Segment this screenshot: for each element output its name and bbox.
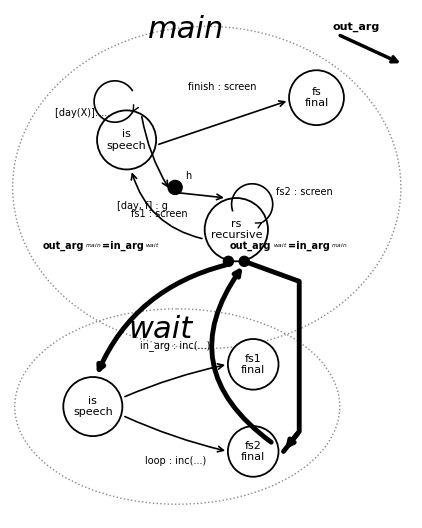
- Circle shape: [205, 198, 268, 261]
- Text: fs2
final: fs2 final: [241, 441, 265, 462]
- Text: rs
recursive: rs recursive: [211, 219, 262, 240]
- Text: out_arg: out_arg: [42, 241, 84, 250]
- Text: is
speech: is speech: [73, 396, 113, 417]
- Text: h: h: [185, 172, 192, 182]
- Text: finish : screen: finish : screen: [188, 82, 257, 92]
- Text: =in_arg: =in_arg: [288, 240, 330, 251]
- Text: $_{wait}$: $_{wait}$: [273, 241, 287, 250]
- Text: main: main: [148, 15, 224, 43]
- Text: $_{wait}$: $_{wait}$: [145, 241, 160, 250]
- Text: =in_arg: =in_arg: [102, 240, 144, 251]
- Text: out_arg: out_arg: [230, 241, 271, 250]
- Text: is
speech: is speech: [107, 129, 146, 150]
- Text: [day(X)]: ...: [day(X)]: ...: [55, 108, 110, 118]
- Circle shape: [168, 181, 182, 194]
- Text: in_arg : inc(...): in_arg : inc(...): [140, 341, 210, 351]
- Text: $_{main}$: $_{main}$: [331, 241, 347, 250]
- Circle shape: [63, 377, 122, 436]
- Circle shape: [228, 339, 279, 390]
- Text: fs
final: fs final: [304, 87, 329, 108]
- Text: fs1 : screen: fs1 : screen: [131, 209, 187, 219]
- Text: fs1
final: fs1 final: [241, 354, 265, 375]
- Circle shape: [289, 70, 344, 125]
- Text: $_{main}$: $_{main}$: [85, 241, 102, 250]
- Text: loop : inc(...): loop : inc(...): [144, 456, 206, 466]
- Text: wait: wait: [128, 316, 192, 344]
- Text: [day, f] : g: [day, f] : g: [117, 202, 168, 211]
- Circle shape: [97, 110, 156, 169]
- Circle shape: [239, 256, 249, 266]
- Text: out_arg: out_arg: [333, 22, 380, 32]
- Text: fs2 : screen: fs2 : screen: [276, 187, 333, 197]
- Circle shape: [223, 256, 233, 266]
- Circle shape: [228, 426, 279, 477]
